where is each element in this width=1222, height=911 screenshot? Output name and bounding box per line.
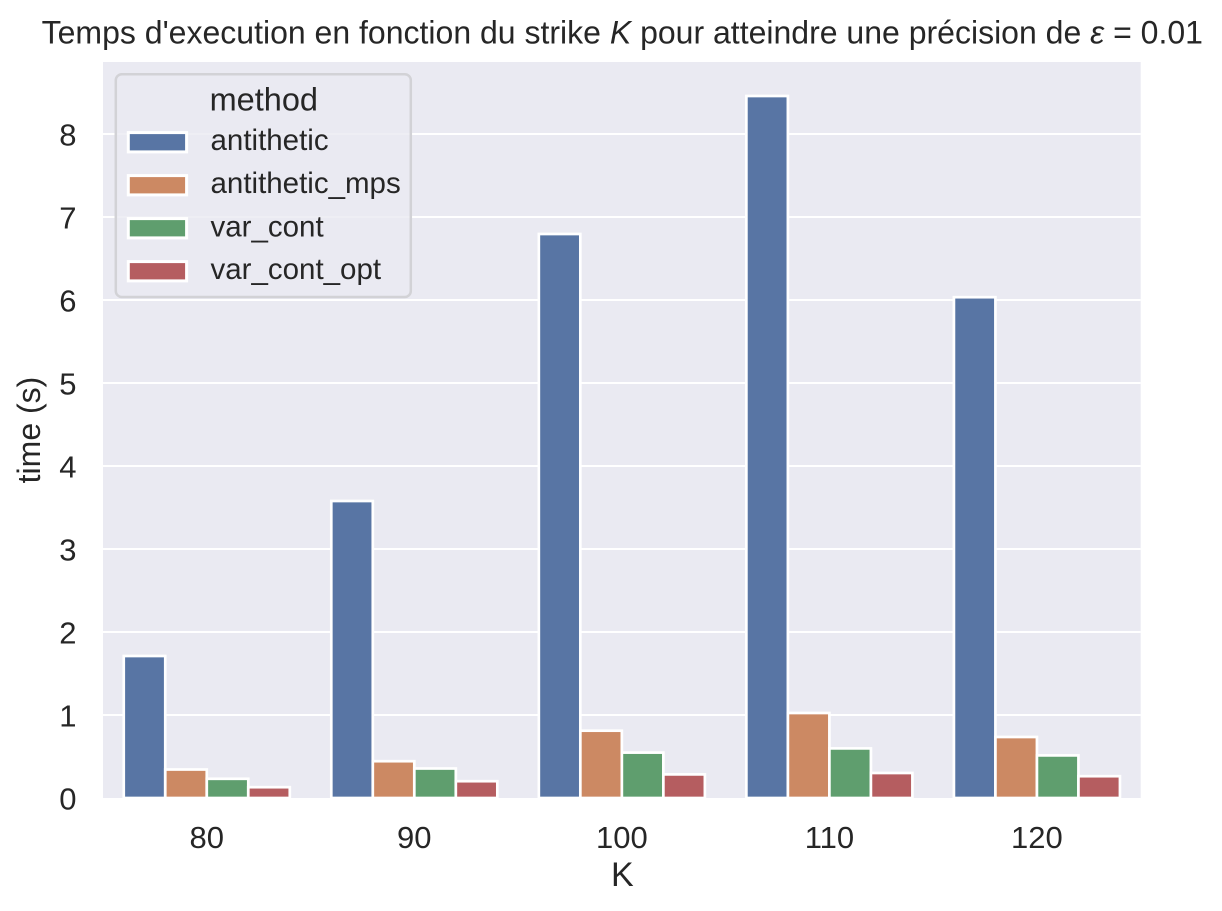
svg-text:6: 6 [59, 284, 76, 319]
svg-text:100: 100 [596, 820, 648, 855]
svg-text:90: 90 [397, 820, 431, 855]
svg-text:7: 7 [59, 201, 76, 236]
svg-text:K: K [611, 856, 634, 894]
svg-text:time (s): time (s) [11, 377, 47, 484]
svg-text:4: 4 [59, 450, 76, 485]
svg-text:var_cont_opt: var_cont_opt [211, 253, 382, 286]
svg-text:3: 3 [59, 533, 76, 568]
svg-text:method: method [210, 82, 318, 118]
svg-text:110: 110 [805, 820, 854, 855]
svg-text:2: 2 [59, 616, 76, 651]
svg-text:1: 1 [59, 699, 76, 734]
svg-text:8: 8 [59, 118, 76, 153]
svg-text:antithetic_mps: antithetic_mps [211, 167, 401, 200]
svg-text:antithetic: antithetic [211, 124, 329, 157]
svg-text:Temps d'execution en fonction: Temps d'execution en fonction du strike … [42, 15, 1203, 51]
svg-text:0: 0 [59, 782, 76, 817]
svg-text:5: 5 [59, 367, 76, 402]
svg-text:80: 80 [190, 820, 224, 855]
svg-text:var_cont: var_cont [211, 211, 324, 244]
svg-text:120: 120 [1011, 820, 1063, 855]
